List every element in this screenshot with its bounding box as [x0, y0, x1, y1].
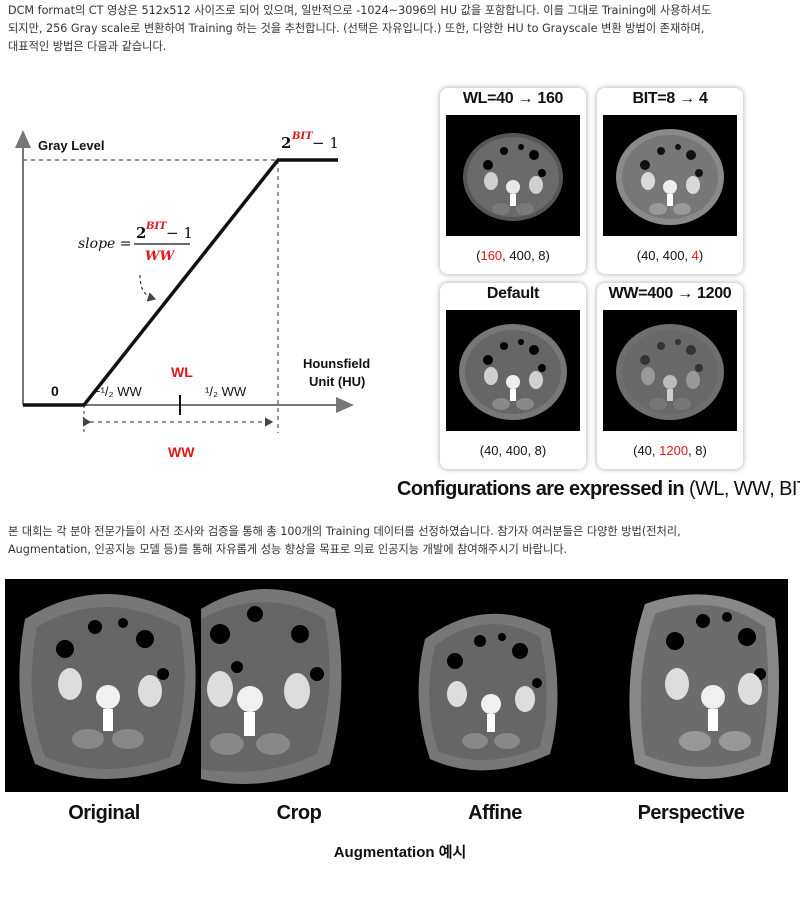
- aug-label-crop: Crop: [276, 802, 322, 824]
- config-card-default: Default (40, 400, 8): [440, 283, 586, 469]
- ct-image: [446, 115, 580, 236]
- config-title: WW=400 → 1200: [608, 285, 732, 302]
- config-caption: (40, 400, 4): [636, 248, 704, 263]
- transfer-curve: [23, 158, 338, 407]
- config-title: WL=40 → 160: [462, 90, 564, 107]
- config-card-bit: BIT=8 → 4 (40, 400, 4): [597, 88, 743, 274]
- x-axis-label-2: Unit (HU): [309, 374, 365, 389]
- y-axis-label: Gray Level: [38, 138, 105, 153]
- svg-text:BIT: BIT: [291, 131, 314, 142]
- config-caption: (160, 400, 8): [476, 248, 550, 263]
- ct-image: [603, 115, 737, 236]
- svg-text:− 1: − 1: [312, 134, 339, 152]
- augmentation-image-strip: [5, 579, 788, 792]
- x-axis-label-1: Hounsfield: [303, 356, 370, 371]
- intro-paragraph: DCM format의 CT 영상은 512x512 사이즈로 되어 있으며, …: [8, 2, 794, 56]
- ct-image: [603, 310, 737, 431]
- svg-text:slope =: slope =: [78, 236, 132, 252]
- aug-crop-image: [201, 579, 342, 792]
- body-line: 본 대회는 각 분야 전문가들이 사전 조사와 검증을 통해 총 100개의 T…: [8, 525, 681, 538]
- ww-label: WW: [168, 444, 195, 460]
- intro-line: 대표적인 방법은 다음과 같습니다.: [8, 40, 167, 53]
- aug-label-affine: Affine: [468, 802, 522, 824]
- aug-label-perspective: Perspective: [637, 802, 745, 824]
- svg-text:BIT: BIT: [145, 221, 168, 232]
- config-caption: (40, 1200, 8): [633, 443, 707, 458]
- aug-perspective-image: [629, 594, 779, 779]
- config-card-ww: WW=400 → 1200 (40, 1200, 8): [597, 283, 743, 469]
- slope-formula: slope = 2 BIT − 1 WW: [78, 221, 193, 264]
- aug-label-original: Original: [68, 802, 140, 824]
- top-value: 2 BIT − 1: [281, 131, 339, 152]
- wl-label: WL: [171, 364, 193, 380]
- intro-line: DCM format의 CT 영상은 512x512 사이즈로 되어 있으며, …: [8, 4, 712, 17]
- config-card-wl: WL=40 → 160 (160, 400, 8): [440, 88, 586, 274]
- left-half-label: −¹/₂ WW: [93, 384, 142, 399]
- hu-grayscale-diagram: Gray Level Hounsfield Unit (HU) 2 BIT − …: [14, 130, 370, 460]
- intro-line: 되지만, 256 Gray scale로 변환하여 Training 하는 것을…: [8, 22, 705, 35]
- svg-text:2: 2: [281, 134, 291, 152]
- augmentation-caption: Augmentation 예시: [333, 844, 467, 861]
- config-note: Configurations are expressed in (WL, WW,…: [397, 478, 800, 500]
- aug-original-image: [19, 594, 196, 779]
- svg-text:WW: WW: [145, 249, 176, 264]
- config-title: BIT=8 → 4: [632, 90, 708, 107]
- svg-text:− 1: − 1: [166, 224, 193, 242]
- config-caption: (40, 400, 8): [479, 443, 547, 458]
- right-half-label: ¹/₂ WW: [205, 384, 247, 399]
- slope-arrow: [139, 274, 157, 302]
- ct-image: [446, 310, 580, 431]
- config-title: Default: [486, 285, 540, 302]
- body-paragraph: 본 대회는 각 분야 전문가들이 사전 조사와 검증을 통해 총 100개의 T…: [8, 523, 794, 559]
- aug-affine-image: [418, 613, 558, 771]
- body-line: Augmentation, 인공지능 모델 등)를 통해 자유롭게 성능 향상을…: [8, 543, 568, 556]
- zero-label: 0: [51, 383, 59, 399]
- svg-text:2: 2: [136, 224, 146, 242]
